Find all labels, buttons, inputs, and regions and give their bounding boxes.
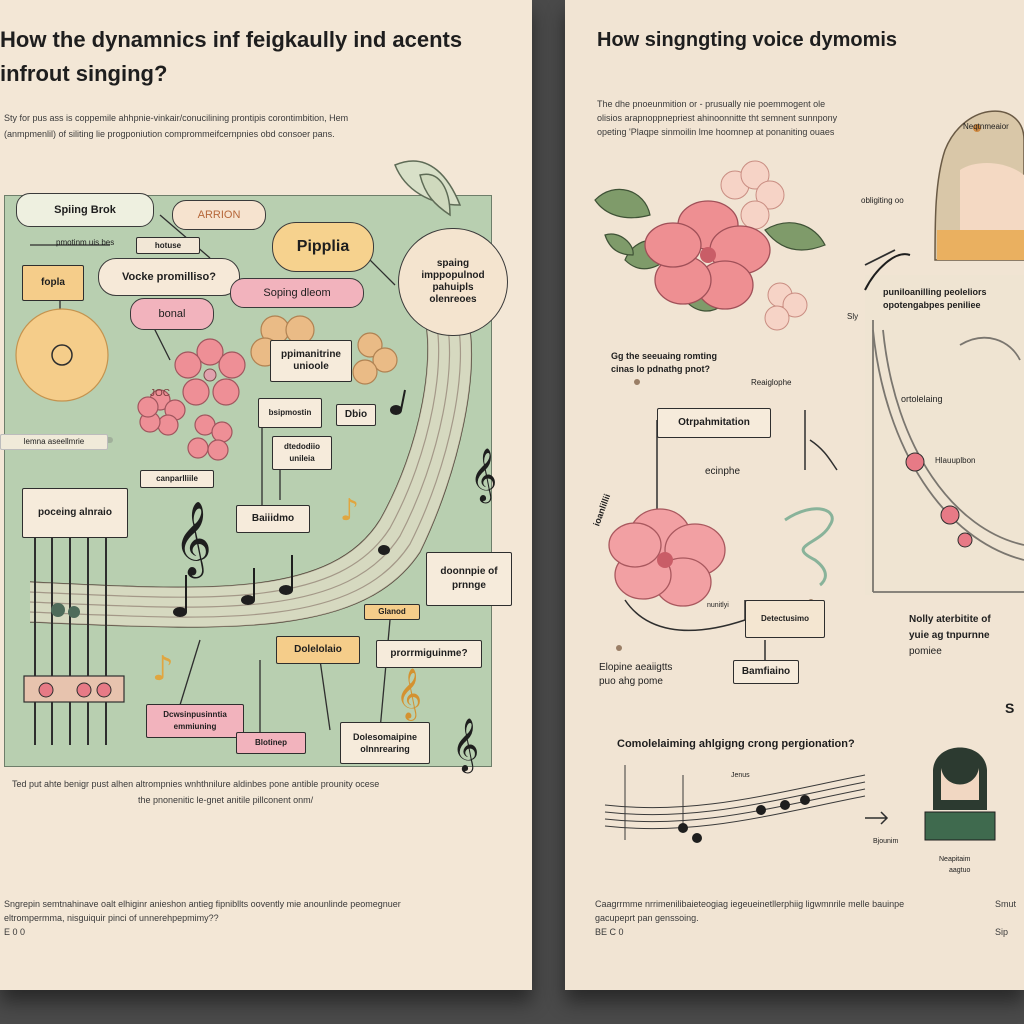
vocke-bubble: Vocke promilliso? bbox=[98, 258, 240, 296]
left-intro-line2: (anmpmenlil) of siliting lie progponiuti… bbox=[4, 129, 335, 139]
hotuse-box: hotuse bbox=[136, 237, 200, 254]
dolesomaipine-box: Dolesomaipine olnnrearing bbox=[340, 722, 430, 764]
nunitlyi-label: nunitlyi bbox=[707, 602, 729, 609]
canparlliile-box: canparlliile bbox=[140, 470, 214, 488]
right-intro-line2: olisios arapnoppnepriest ahinoonnitte th… bbox=[597, 113, 838, 123]
spring-brok-bubble: Spiing Brok bbox=[16, 193, 154, 227]
bonal-bubble: bonal bbox=[130, 298, 214, 330]
soping-bubble: Soping dleom bbox=[230, 278, 364, 308]
joc-label: JOC bbox=[150, 388, 170, 399]
elopine-line2: puo ahg pome bbox=[599, 676, 663, 687]
blotinep-box: Blotinep bbox=[236, 732, 306, 754]
left-caption-line2: the pnonenitic le-gnet anitile pillconen… bbox=[138, 795, 314, 805]
dtedodiio-box: dtedodiio unileia bbox=[272, 436, 332, 470]
lower-title: Comolelaiming ahlgigng crong pergionatio… bbox=[617, 738, 855, 750]
svg-text:𝄞: 𝄞 bbox=[452, 717, 479, 773]
right-intro-line1: The dhe pnoeunmition or - prusually nie … bbox=[597, 99, 826, 109]
doonnpie-box: doonnpie of prnnge bbox=[426, 552, 512, 606]
left-caption-line1: Ted put ahte benigr pust alhen altrompni… bbox=[12, 779, 380, 789]
poceing-box: poceing alnraio bbox=[22, 488, 128, 538]
svg-text:𝄞: 𝄞 bbox=[396, 668, 422, 721]
reaiglophe-label: Reaiglophe bbox=[751, 378, 792, 387]
detectusimo-box: Detectusimo bbox=[745, 600, 825, 638]
right-edge-text-2: Sip bbox=[995, 927, 1009, 937]
left-footer-line2: eltrompermma, nisguiquir pinci of unnere… bbox=[4, 913, 219, 923]
sly-label: Sly bbox=[847, 312, 859, 321]
svg-text:𝄞: 𝄞 bbox=[470, 447, 497, 503]
right-footer-line1: Caagrrmme nrrimenilibaieteogiag iegeuein… bbox=[595, 899, 905, 909]
glanod-box: Glanod bbox=[364, 604, 420, 620]
left-intro-line1: Sty for pus ass is coppemile ahhpnie-vin… bbox=[4, 113, 349, 123]
person-caption-line2: aagtuo bbox=[949, 867, 971, 874]
dcwsinpusinntia-box: Dcwsinpusinntia emmiuning bbox=[146, 704, 244, 738]
right-page-number: BE C 0 bbox=[595, 927, 624, 937]
left-title-line1: How the dynamnics inf feigkaully ind ace… bbox=[0, 27, 463, 52]
baiiidmo-box: Baiiidmo bbox=[236, 505, 310, 533]
nolly-line2: yuie ag tnpurnne bbox=[909, 630, 990, 641]
svg-text:♪: ♪ bbox=[340, 493, 359, 528]
left-title-line2: infrout singing? bbox=[0, 61, 168, 86]
fopla-box: fopla bbox=[22, 265, 84, 301]
right-page: How singngting voice dymomis The dhe pno… bbox=[565, 0, 1024, 990]
bjounim-label: Bjounim bbox=[873, 838, 899, 845]
jenus-label: Jenus bbox=[731, 772, 750, 779]
gg-question: Gg the seeuaing romting cinas lo pdnathg… bbox=[611, 351, 718, 374]
nolly-line1: Nolly aterbitite of bbox=[909, 614, 991, 625]
right-edge-text-1: Smut bbox=[995, 899, 1017, 909]
prorrmiguinme-box: prorrmiguinme? bbox=[376, 640, 482, 668]
s-letter: S bbox=[1005, 700, 1015, 716]
bamfiaino-box: Bamfiaino bbox=[733, 660, 799, 684]
svg-text:𝄞: 𝄞 bbox=[174, 502, 212, 579]
lemna-bar: lemna aseellmrie bbox=[0, 434, 108, 450]
left-page-number: E 0 0 bbox=[4, 927, 26, 937]
svg-text:♪: ♪ bbox=[152, 649, 174, 689]
person-caption-line1: Neapitaim bbox=[939, 856, 971, 863]
right-title: How singngting voice dymomis bbox=[597, 29, 898, 51]
otrpahmitation-box: Otrpahmitation bbox=[657, 408, 771, 438]
elopine-line1: Elopine aeaiigtts bbox=[599, 662, 673, 673]
bsipmostin-box: bsipmostin bbox=[258, 398, 322, 428]
ecinphe-label: ecinphe bbox=[705, 466, 741, 477]
dolelolaio-box: Dolelolaio bbox=[276, 636, 360, 664]
left-footer-line1: Sngrepin semtnahinave oalt elhiginr anie… bbox=[4, 899, 401, 909]
hlauuplbon-label: Hlauuplbon bbox=[935, 456, 976, 465]
pipplia-bubble: Pipplia bbox=[272, 222, 374, 272]
ppimanitrine-box: ppimanitrine unioole bbox=[270, 340, 352, 382]
arrion-bubble: ARRION bbox=[172, 200, 266, 230]
right-intro-line3: opeting 'Plaqpe sinmoilin lme hoomnep at… bbox=[597, 127, 835, 137]
dots-label: obligiting oo bbox=[861, 196, 904, 205]
pumbauilling-text: puniloanilling peoleliors opotengabpes p… bbox=[883, 287, 987, 310]
tag-a-label: pmotinm uis bes bbox=[56, 238, 115, 247]
right-illustrations bbox=[594, 110, 1024, 843]
left-page: How the dynamnics inf feigkaully ind ace… bbox=[0, 0, 532, 990]
girl-caption: Neqtnmeaior bbox=[963, 122, 1009, 131]
nolly-line3: pomiee bbox=[909, 646, 942, 657]
dbio-box: Dbio bbox=[336, 404, 376, 426]
ortolelaing-label: ortolelaing bbox=[901, 394, 943, 404]
right-footer-line2: gacupeprt pan genssoing. bbox=[595, 913, 699, 923]
spaing-bubble: spaing imppopulnod pahuipls olenreoes bbox=[398, 228, 508, 336]
